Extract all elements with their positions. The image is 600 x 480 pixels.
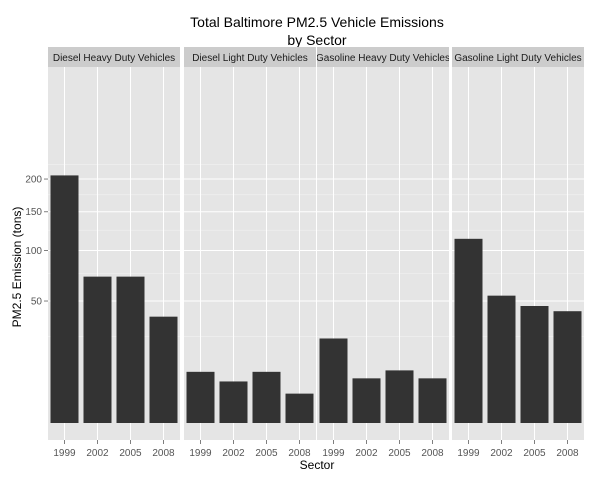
bar (454, 238, 483, 423)
facet-panel: Gasoline Heavy Duty Vehicles 1999 2002 2005… (316, 47, 450, 459)
x-tick-label: 2008 (152, 448, 175, 459)
x-tick-label: 2002 (355, 448, 378, 459)
y-tick-label: 50 (31, 297, 43, 308)
x-tick-label: 1999 (189, 448, 212, 459)
facet-panel: Diesel Heavy Duty Vehicles 1999 2002 2005 20… (48, 47, 180, 459)
bar (487, 295, 516, 423)
facet-strip (184, 47, 316, 67)
x-axis-title: Sector (300, 458, 335, 472)
y-axis: 50 100 150 200 (25, 175, 48, 308)
bar (385, 370, 414, 423)
x-tick-label: 2002 (490, 448, 513, 459)
facet-panel: Gasoline Light Duty Vehicles 1999 2002 2005… (452, 47, 584, 459)
x-tick-label: 2002 (222, 448, 245, 459)
y-tick-label: 200 (25, 175, 42, 186)
facet-strip (48, 47, 180, 67)
bar (149, 316, 178, 423)
bar (319, 338, 348, 423)
facet-strip-label: Diesel Heavy Duty Vehicles (53, 53, 175, 64)
facet-panels: Diesel Heavy Duty Vehicles 1999 2002 2005 20… (48, 47, 584, 459)
bar (520, 306, 549, 423)
y-tick-label: 100 (25, 246, 42, 257)
x-tick-label: 2008 (556, 448, 579, 459)
y-axis-title: PM2.5 Emission (tons) (10, 207, 24, 328)
x-tick-label: 1999 (457, 448, 480, 459)
facet-strip-label: Gasoline Light Duty Vehicles (454, 53, 581, 64)
x-tick-label: 2005 (523, 448, 546, 459)
x-tick-label: 2005 (388, 448, 411, 459)
bar (219, 381, 248, 423)
x-tick-label: 2008 (288, 448, 311, 459)
bar (418, 378, 447, 423)
bar (553, 311, 582, 423)
x-tick-label: 2005 (255, 448, 278, 459)
bar (116, 276, 145, 423)
bar (50, 175, 79, 423)
chart-title: Total Baltimore PM2.5 Vehicle Emissions … (190, 14, 444, 48)
facet-panel: Diesel Light Duty Vehicles 1999 2002 2005 20… (184, 47, 316, 459)
bar (285, 393, 314, 423)
x-tick-label: 1999 (53, 448, 76, 459)
facet-strip-label: Diesel Light Duty Vehicles (192, 53, 308, 64)
x-tick-label: 2005 (119, 448, 142, 459)
facet-strip (452, 47, 584, 67)
chart-title-line-1: Total Baltimore PM2.5 Vehicle Emissions (190, 14, 444, 30)
y-tick-label: 150 (25, 207, 42, 218)
chart-title-line-2: by Sector (287, 32, 346, 48)
facet-strip (317, 47, 449, 67)
bar (83, 276, 112, 423)
facet-strip-label: Gasoline Heavy Duty Vehicles (316, 53, 450, 64)
bar (352, 378, 381, 423)
x-tick-label: 2002 (86, 448, 109, 459)
bar (186, 371, 215, 423)
bar (252, 371, 281, 423)
x-tick-label: 2008 (421, 448, 444, 459)
x-tick-label: 1999 (322, 448, 345, 459)
